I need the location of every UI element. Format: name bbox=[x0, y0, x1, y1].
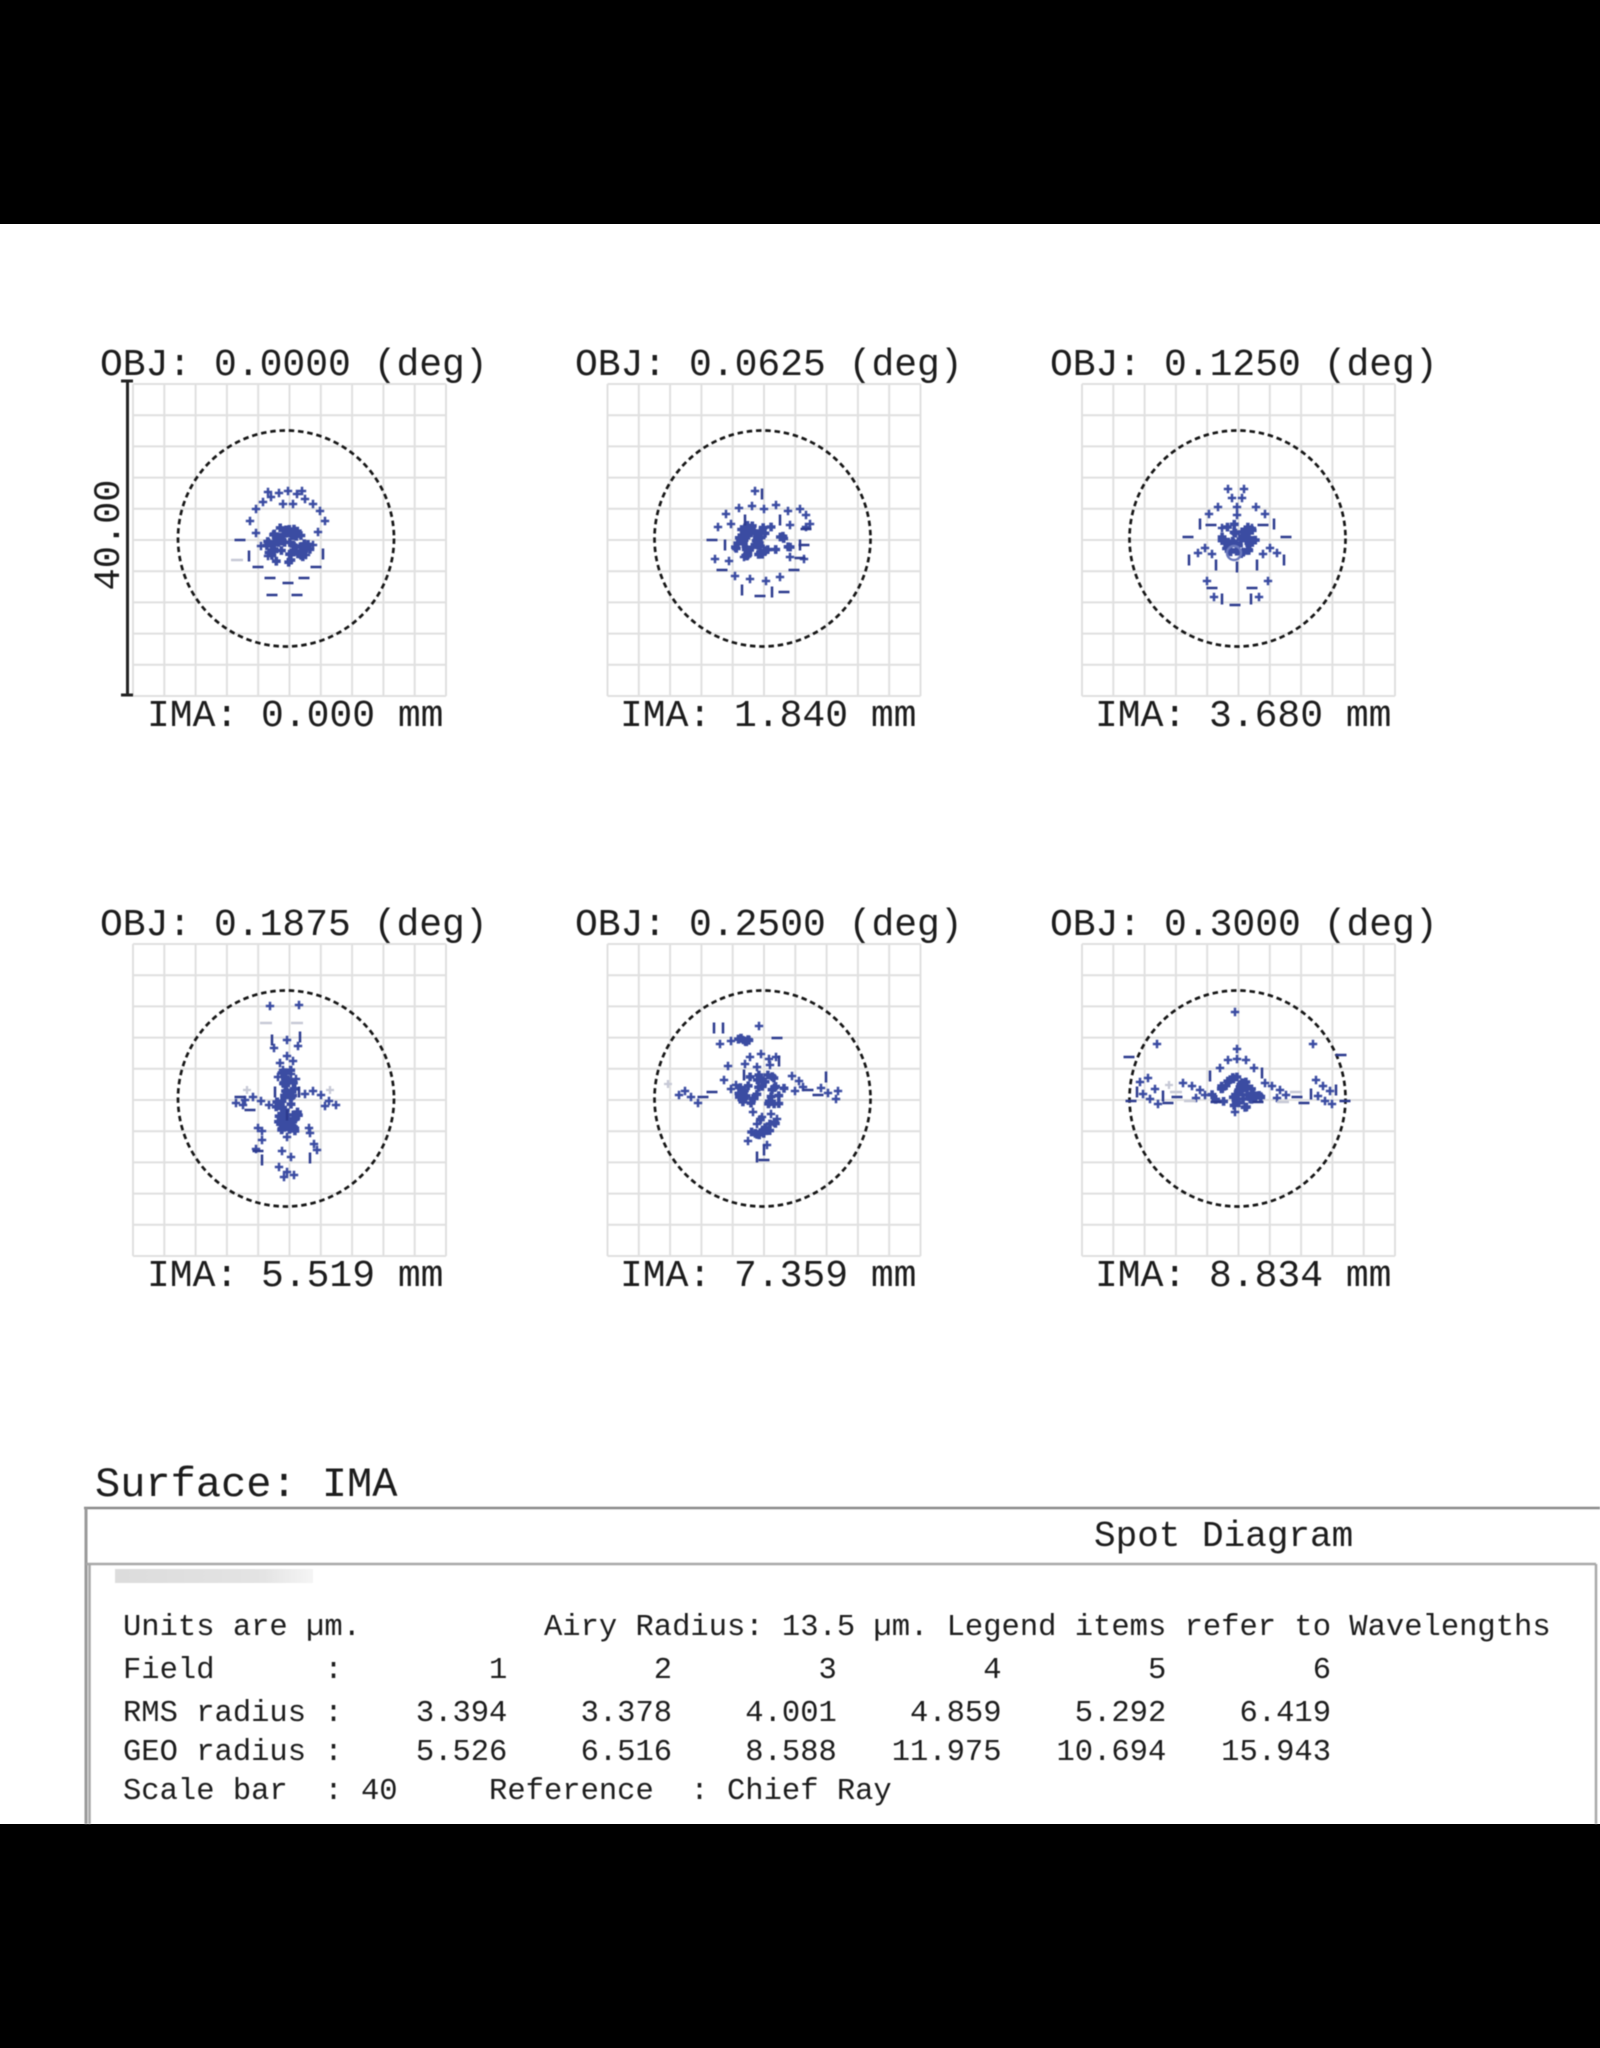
svg-text:Spot Diagram: Spot Diagram bbox=[1094, 1516, 1353, 1557]
svg-text:Units are µm. Airy Ra: Units are µm. Airy Radius: 13.5 µm. Lege… bbox=[123, 1611, 1551, 1645]
svg-text:RMS radius : 3.394 3.378: RMS radius : 3.394 3.378 4.001 4.859 5.2… bbox=[123, 1697, 1331, 1731]
svg-text:IMA: 8.834 mm: IMA: 8.834 mm bbox=[1095, 1255, 1391, 1298]
svg-text:OBJ: 0.0625 (deg): OBJ: 0.0625 (deg) bbox=[575, 344, 963, 387]
svg-text:IMA: 0.000 mm: IMA: 0.000 mm bbox=[147, 695, 443, 738]
svg-text:40.00: 40.00 bbox=[89, 479, 131, 590]
svg-text:Scale bar : 40 Reference: Scale bar : 40 Reference : Chief Ray bbox=[123, 1775, 892, 1809]
svg-text:OBJ: 0.1250 (deg): OBJ: 0.1250 (deg) bbox=[1050, 344, 1438, 387]
svg-text:OBJ: 0.3000 (deg): OBJ: 0.3000 (deg) bbox=[1050, 904, 1438, 947]
svg-text:OBJ: 0.0000 (deg): OBJ: 0.0000 (deg) bbox=[100, 344, 488, 387]
svg-text:IMA: 5.519 mm: IMA: 5.519 mm bbox=[147, 1255, 443, 1298]
svg-text:OBJ: 0.1875 (deg): OBJ: 0.1875 (deg) bbox=[100, 904, 488, 947]
svg-text:OBJ: 0.2500 (deg): OBJ: 0.2500 (deg) bbox=[575, 904, 963, 947]
svg-text:IMA: 7.359 mm: IMA: 7.359 mm bbox=[620, 1255, 916, 1298]
svg-text:IMA: 1.840 mm: IMA: 1.840 mm bbox=[620, 695, 916, 738]
svg-text:Field : 1 2: Field : 1 2 3 4 5 6 bbox=[123, 1654, 1331, 1688]
svg-text:IMA: 3.680 mm: IMA: 3.680 mm bbox=[1095, 695, 1391, 738]
svg-text:Surface: IMA: Surface: IMA bbox=[95, 1461, 398, 1509]
svg-text:GEO radius : 5.526 6.516: GEO radius : 5.526 6.516 8.588 11.975 10… bbox=[123, 1736, 1331, 1770]
